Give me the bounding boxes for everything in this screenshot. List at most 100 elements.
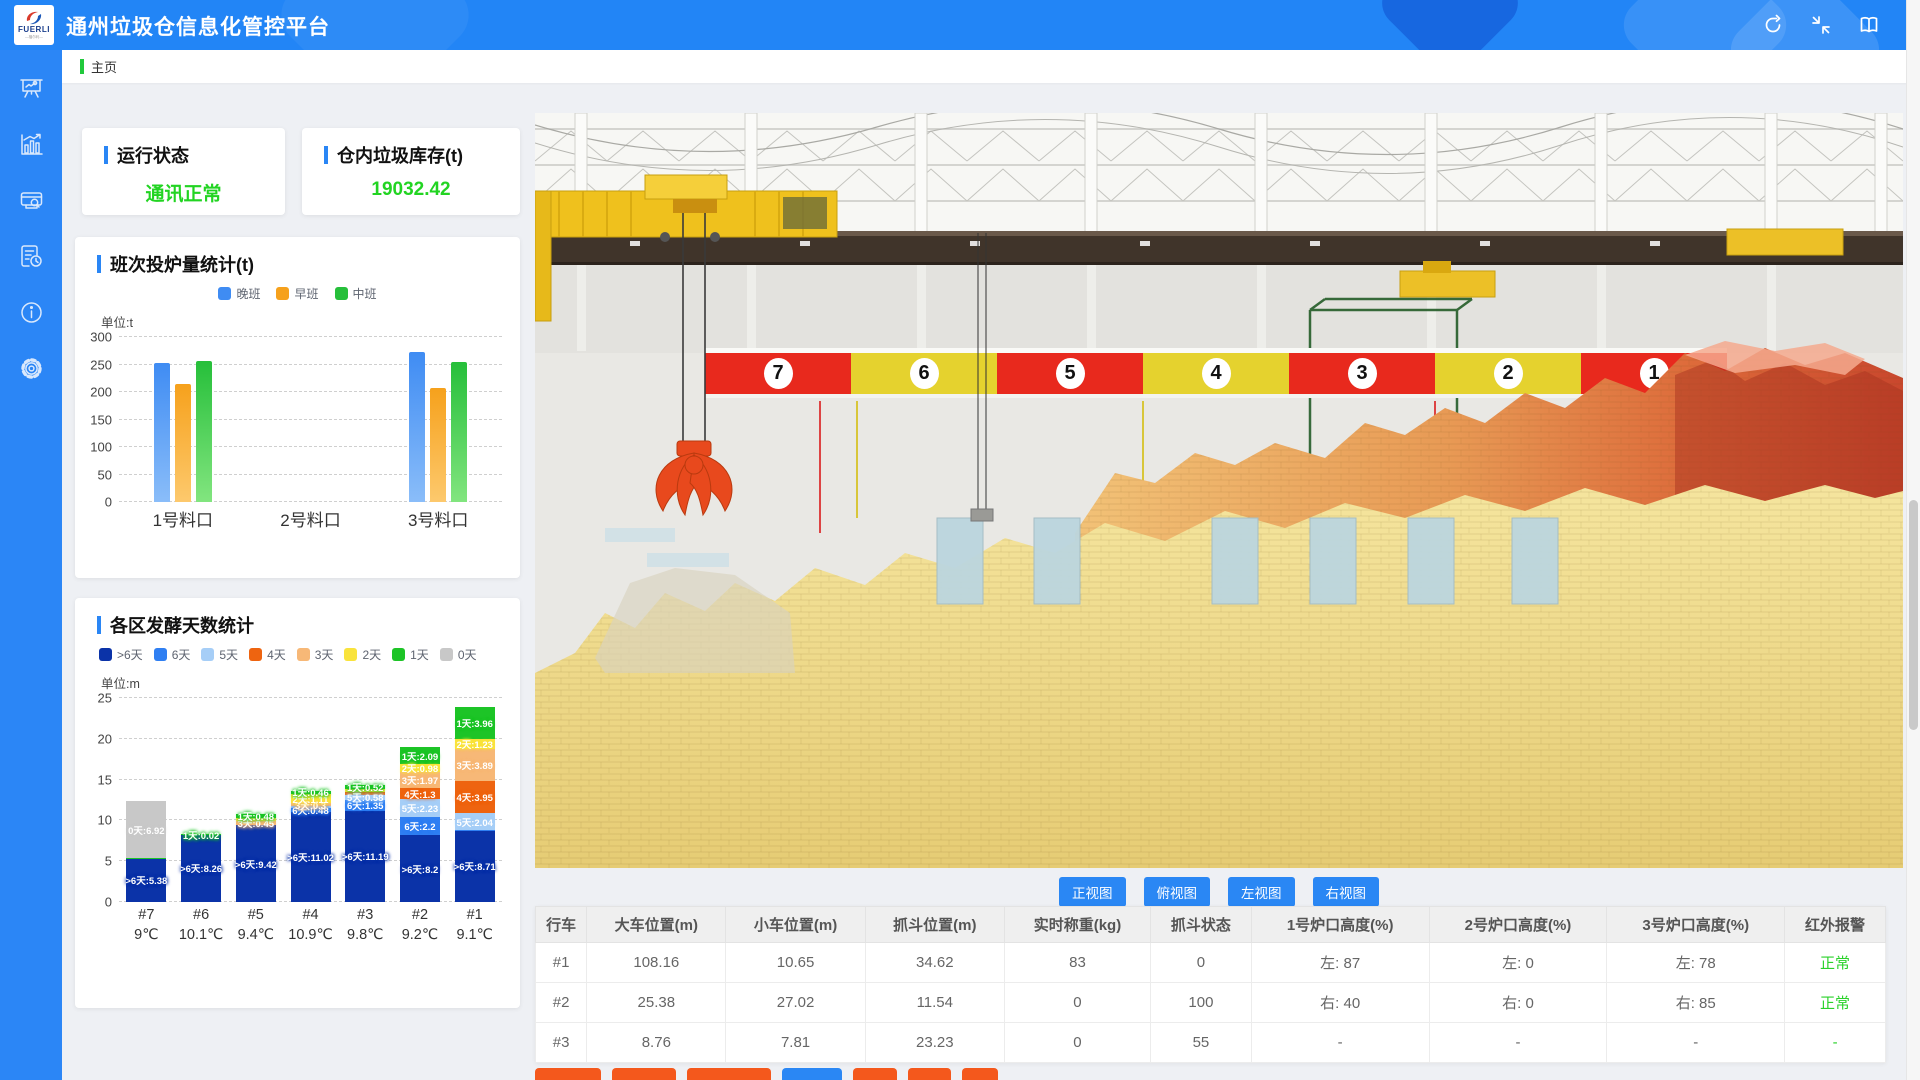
zone-segment: 7 [705, 353, 851, 394]
legend-item[interactable]: 1天 [392, 646, 429, 663]
bottom-action-button[interactable] [687, 1068, 771, 1080]
sidebar-item-reports[interactable] [9, 234, 53, 278]
table-cell: 11.54 [865, 983, 1004, 1023]
legend-item[interactable]: 4天 [249, 646, 286, 663]
title-accent [324, 146, 328, 164]
view-button-右视图[interactable]: 右视图 [1313, 877, 1380, 907]
table-cell: 34.62 [865, 943, 1004, 983]
document-clock-icon [18, 243, 45, 270]
legend-chip [335, 287, 348, 300]
table-cell: 右: 0 [1429, 983, 1607, 1023]
warehouse-background [535, 113, 1903, 868]
legend-item[interactable]: 2天 [344, 646, 381, 663]
dashboard-page: FUERLI —福尔利— 通州垃圾仓信息化管控平台 [0, 0, 1920, 1080]
run-status-card: 运行状态 通讯正常 [82, 128, 285, 215]
bottom-action-button[interactable] [853, 1068, 897, 1080]
bottom-action-button[interactable] [535, 1068, 601, 1080]
bottom-action-button[interactable] [962, 1068, 998, 1080]
legend-item[interactable]: 晚班 [218, 285, 260, 302]
x-axis-label: #410.9℃ [283, 906, 338, 945]
sidebar-item-about[interactable] [9, 290, 53, 334]
legend-item[interactable]: 中班 [335, 285, 377, 302]
shift-chart-panel: 班次投炉量统计(t) 晚班早班中班 单位:t 30025020015010050… [75, 237, 520, 578]
x-axis-label: #39.8℃ [338, 906, 393, 945]
y-tick-label: 250 [90, 357, 112, 372]
refresh-icon[interactable] [1762, 14, 1784, 36]
segment-label: 3天:3.89 [456, 758, 492, 772]
segment-1天: 1天:0.46 [291, 791, 331, 795]
table-cell: 右: 85 [1607, 983, 1785, 1023]
page-scrollbar[interactable] [1906, 0, 1920, 1080]
legend-chip [218, 287, 231, 300]
legend-chip [344, 648, 357, 661]
legend-item[interactable]: >6天 [99, 646, 143, 663]
table-cell: 0 [1004, 1023, 1150, 1063]
fullscreen-exit-icon[interactable] [1810, 14, 1832, 36]
segment-label: 1天:0.02 [183, 828, 219, 842]
table-header-row: 行车大车位置(m)小车位置(m)抓斗位置(m)实时称重(kg)抓斗状态1号炉口高… [536, 907, 1886, 943]
x-axis-label: #79℃ [119, 906, 174, 945]
y-tick-label: 10 [98, 813, 112, 828]
legend-item[interactable]: 3天 [297, 646, 334, 663]
segment-2天: 2天:0.98 [400, 764, 440, 772]
table-cell: 83 [1004, 943, 1150, 983]
table-cell: - [1607, 1023, 1785, 1063]
view-button-俯视图[interactable]: 俯视图 [1144, 877, 1211, 907]
legend-chip [297, 648, 310, 661]
legend-item[interactable]: 6天 [154, 646, 191, 663]
column-header: 1号炉口高度(%) [1251, 907, 1429, 943]
zone-number: 1 [1640, 358, 1669, 389]
legend-label: 2天 [362, 646, 381, 663]
view-button-正视图[interactable]: 正视图 [1059, 877, 1126, 907]
sidebar-item-dashboard[interactable] [9, 66, 53, 110]
legend-label: 早班 [294, 285, 318, 302]
logo-sub-text: —福尔利— [25, 34, 43, 40]
bottom-action-button[interactable] [782, 1068, 842, 1080]
table-cell: - [1251, 1023, 1429, 1063]
zone-number-strip: 7654321 [705, 348, 1727, 398]
table-row: #225.3827.0211.540100右: 40右: 0右: 85正常 [536, 983, 1886, 1023]
fermentation-chart-title: 各区发酵天数统计 [110, 612, 254, 638]
legend-chip [392, 648, 405, 661]
sidebar-item-statistics[interactable] [9, 122, 53, 166]
fermentation-chart-unit: 单位:m [101, 673, 520, 692]
segment-label: >6天:5.38 [125, 873, 167, 887]
sidebar-item-monitoring[interactable] [9, 178, 53, 222]
view-buttons-row: 正视图俯视图左视图右视图 [535, 877, 1903, 907]
y-tick-label: 5 [105, 854, 112, 869]
fermentation-chart-legend: >6天 6天 5天 4天 3天 2天 1天 0天 [99, 646, 520, 663]
view-button-左视图[interactable]: 左视图 [1228, 877, 1295, 907]
presentation-board-icon [18, 75, 45, 102]
scrollbar-thumb[interactable] [1909, 500, 1918, 730]
table-cell: 108.16 [587, 943, 726, 983]
stacked-bar-slot: >6天:8.26 1天:0.02 [174, 698, 229, 902]
run-status-value: 通讯正常 [82, 179, 285, 206]
table-cell: 23.23 [865, 1023, 1004, 1063]
stacked-bar: >6天:11.196天:1.355天:0.581天:0.52 [345, 698, 385, 902]
legend-item[interactable]: 0天 [440, 646, 477, 663]
bottom-action-button[interactable] [612, 1068, 676, 1080]
y-tick-label: 15 [98, 772, 112, 787]
chart-trend-icon [18, 131, 45, 158]
breadcrumb[interactable]: 主页 [80, 57, 117, 76]
x-axis-label: #19.1℃ [447, 906, 502, 945]
segment-1天: 1天:0.52 [345, 785, 385, 789]
y-tick-label: 200 [90, 385, 112, 400]
segment-label: 3天:1.97 [402, 773, 438, 787]
manual-book-icon[interactable] [1858, 14, 1880, 36]
breadcrumb-label: 主页 [91, 57, 117, 76]
inventory-title: 仓内垃圾库存(t) [337, 142, 463, 168]
table-cell: - [1785, 1023, 1886, 1063]
legend-item[interactable]: 5天 [201, 646, 238, 663]
segment-label: >6天:8.26 [180, 861, 222, 875]
legend-label: 1天 [410, 646, 429, 663]
zone-number: 6 [910, 358, 939, 389]
column-header: 3号炉口高度(%) [1607, 907, 1785, 943]
legend-item[interactable]: 早班 [276, 285, 318, 302]
3d-warehouse-view[interactable]: 7654321 [535, 113, 1903, 868]
segment-label: >6天:9.42 [235, 857, 277, 871]
y-tick-label: 300 [90, 330, 112, 345]
sidebar-item-settings[interactable] [9, 346, 53, 390]
bottom-action-button[interactable] [908, 1068, 951, 1080]
x-axis-label: 1号料口 [119, 506, 247, 531]
